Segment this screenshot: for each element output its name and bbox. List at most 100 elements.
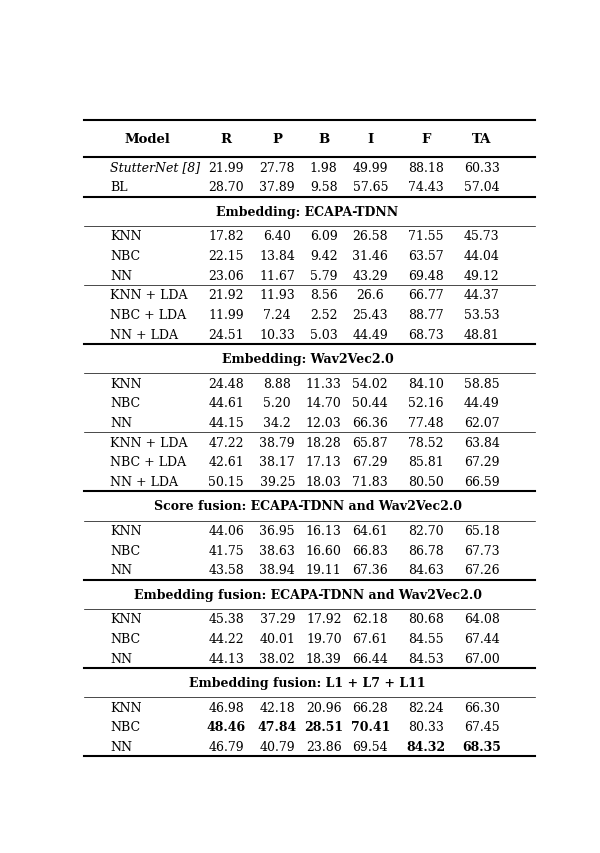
Text: 38.02: 38.02 bbox=[259, 652, 295, 665]
Text: NN: NN bbox=[110, 416, 132, 429]
Text: NBC: NBC bbox=[110, 632, 140, 646]
Text: 45.38: 45.38 bbox=[208, 612, 244, 625]
Text: NBC: NBC bbox=[110, 397, 140, 409]
Text: 53.53: 53.53 bbox=[464, 309, 500, 322]
Text: 82.24: 82.24 bbox=[408, 701, 444, 714]
Text: 42.18: 42.18 bbox=[259, 701, 295, 714]
Text: 25.43: 25.43 bbox=[352, 309, 388, 322]
Text: 63.84: 63.84 bbox=[464, 436, 500, 449]
Text: 67.00: 67.00 bbox=[464, 652, 500, 665]
Text: 68.35: 68.35 bbox=[463, 740, 502, 753]
Text: 67.45: 67.45 bbox=[464, 721, 500, 734]
Text: 18.28: 18.28 bbox=[306, 436, 341, 449]
Text: Score fusion: ECAPA-TDNN and Wav2Vec2.0: Score fusion: ECAPA-TDNN and Wav2Vec2.0 bbox=[154, 500, 461, 513]
Text: 71.83: 71.83 bbox=[352, 475, 388, 488]
Text: 58.85: 58.85 bbox=[464, 377, 500, 390]
Text: Embedding fusion: L1 + L7 + L11: Embedding fusion: L1 + L7 + L11 bbox=[189, 676, 426, 689]
Text: 40.79: 40.79 bbox=[259, 740, 295, 753]
Text: 82.70: 82.70 bbox=[408, 525, 444, 537]
Text: NBC + LDA: NBC + LDA bbox=[110, 309, 186, 322]
Text: 50.15: 50.15 bbox=[208, 475, 244, 488]
Text: 84.63: 84.63 bbox=[408, 564, 444, 577]
Text: 44.13: 44.13 bbox=[208, 652, 244, 665]
Text: 9.42: 9.42 bbox=[310, 250, 338, 263]
Text: 8.56: 8.56 bbox=[310, 289, 338, 302]
Text: 65.87: 65.87 bbox=[352, 436, 388, 449]
Text: P: P bbox=[272, 133, 282, 146]
Text: 11.99: 11.99 bbox=[208, 309, 244, 322]
Text: 84.53: 84.53 bbox=[408, 652, 444, 665]
Text: 54.02: 54.02 bbox=[352, 377, 388, 390]
Text: NN: NN bbox=[110, 652, 132, 665]
Text: 43.29: 43.29 bbox=[352, 270, 388, 282]
Text: 37.29: 37.29 bbox=[260, 612, 295, 625]
Text: 5.20: 5.20 bbox=[263, 397, 291, 409]
Text: 44.22: 44.22 bbox=[208, 632, 244, 646]
Text: I: I bbox=[367, 133, 373, 146]
Text: 45.73: 45.73 bbox=[464, 230, 500, 243]
Text: 38.17: 38.17 bbox=[259, 456, 295, 468]
Text: KNN: KNN bbox=[110, 701, 142, 714]
Text: 48.46: 48.46 bbox=[206, 721, 245, 734]
Text: 44.37: 44.37 bbox=[464, 289, 500, 302]
Text: 26.58: 26.58 bbox=[352, 230, 388, 243]
Text: NBC + LDA: NBC + LDA bbox=[110, 456, 186, 468]
Text: NN: NN bbox=[110, 270, 132, 282]
Text: 67.26: 67.26 bbox=[464, 564, 500, 577]
Text: 60.33: 60.33 bbox=[464, 161, 500, 174]
Text: 63.57: 63.57 bbox=[408, 250, 444, 263]
Text: 84.10: 84.10 bbox=[408, 377, 444, 390]
Text: 78.52: 78.52 bbox=[409, 436, 444, 449]
Text: 12.03: 12.03 bbox=[306, 416, 341, 429]
Text: 62.07: 62.07 bbox=[464, 416, 500, 429]
Text: NN: NN bbox=[110, 564, 132, 577]
Text: KNN + LDA: KNN + LDA bbox=[110, 289, 187, 302]
Text: 71.55: 71.55 bbox=[409, 230, 444, 243]
Text: 28.51: 28.51 bbox=[304, 721, 343, 734]
Text: TA: TA bbox=[472, 133, 491, 146]
Text: 88.77: 88.77 bbox=[408, 309, 444, 322]
Text: 57.65: 57.65 bbox=[353, 181, 388, 194]
Text: KNN + LDA: KNN + LDA bbox=[110, 436, 187, 449]
Text: 16.60: 16.60 bbox=[306, 544, 342, 557]
Text: 50.44: 50.44 bbox=[352, 397, 388, 409]
Text: 27.78: 27.78 bbox=[260, 161, 295, 174]
Text: F: F bbox=[421, 133, 431, 146]
Text: 86.78: 86.78 bbox=[408, 544, 444, 557]
Text: 11.93: 11.93 bbox=[259, 289, 295, 302]
Text: 11.33: 11.33 bbox=[306, 377, 342, 390]
Text: KNN: KNN bbox=[110, 230, 142, 243]
Text: 21.99: 21.99 bbox=[208, 161, 244, 174]
Text: 43.58: 43.58 bbox=[208, 564, 244, 577]
Text: 21.92: 21.92 bbox=[208, 289, 244, 302]
Text: 8.88: 8.88 bbox=[263, 377, 291, 390]
Text: 49.99: 49.99 bbox=[353, 161, 388, 174]
Text: 66.77: 66.77 bbox=[408, 289, 444, 302]
Text: 70.41: 70.41 bbox=[350, 721, 390, 734]
Text: 67.36: 67.36 bbox=[352, 564, 388, 577]
Text: KNN: KNN bbox=[110, 525, 142, 537]
Text: 34.2: 34.2 bbox=[263, 416, 291, 429]
Text: 88.18: 88.18 bbox=[408, 161, 444, 174]
Text: 7.24: 7.24 bbox=[263, 309, 291, 322]
Text: 67.29: 67.29 bbox=[353, 456, 388, 468]
Text: 19.70: 19.70 bbox=[306, 632, 341, 646]
Text: 19.11: 19.11 bbox=[306, 564, 341, 577]
Text: 48.81: 48.81 bbox=[464, 328, 500, 341]
Text: 85.81: 85.81 bbox=[408, 456, 444, 468]
Text: 22.15: 22.15 bbox=[208, 250, 244, 263]
Text: NN + LDA: NN + LDA bbox=[110, 328, 178, 341]
Text: 18.03: 18.03 bbox=[306, 475, 342, 488]
Text: 47.22: 47.22 bbox=[208, 436, 244, 449]
Text: KNN: KNN bbox=[110, 377, 142, 390]
Text: 84.55: 84.55 bbox=[408, 632, 444, 646]
Text: 6.40: 6.40 bbox=[263, 230, 291, 243]
Text: StutterNet [8]: StutterNet [8] bbox=[110, 161, 200, 174]
Text: NBC: NBC bbox=[110, 544, 140, 557]
Text: 5.03: 5.03 bbox=[310, 328, 338, 341]
Text: 80.33: 80.33 bbox=[408, 721, 444, 734]
Text: 17.13: 17.13 bbox=[306, 456, 341, 468]
Text: 42.61: 42.61 bbox=[208, 456, 244, 468]
Text: 5.79: 5.79 bbox=[310, 270, 338, 282]
Text: R: R bbox=[221, 133, 232, 146]
